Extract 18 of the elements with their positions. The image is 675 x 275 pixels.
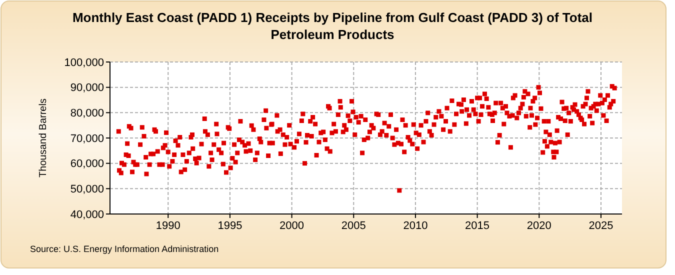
x-tick-label: 2000 bbox=[280, 220, 304, 232]
y-tick-label: 40,000 bbox=[70, 208, 104, 221]
y-tick-label: 90,000 bbox=[70, 82, 104, 94]
source-note: Source: U.S. Energy Information Administration bbox=[30, 244, 219, 254]
x-tick-label: 2020 bbox=[526, 220, 552, 232]
y-tick-label: 80,000 bbox=[70, 108, 104, 120]
x-tick-label: 2025 bbox=[588, 220, 614, 232]
x-tick-label: 1990 bbox=[156, 220, 180, 232]
x-tick-label: 2010 bbox=[403, 220, 428, 232]
x-tick-label: 2015 bbox=[465, 220, 490, 232]
y-tick-label: 50,000 bbox=[70, 184, 104, 196]
y-tick-label: 100,000 bbox=[64, 56, 104, 69]
y-tick-label: 60,000 bbox=[70, 158, 104, 170]
chart-title: Monthly East Coast (PADD 1) Receipts by Pipeline from Gulf Coast (PADD 3) of Total Petroleum Products bbox=[72, 10, 593, 42]
y-axis-title: Thousand Barrels bbox=[38, 98, 49, 178]
x-tick-label: 2005 bbox=[341, 220, 366, 232]
y-tick-label: 70,000 bbox=[70, 132, 104, 145]
x-tick-label: 1995 bbox=[218, 220, 242, 232]
